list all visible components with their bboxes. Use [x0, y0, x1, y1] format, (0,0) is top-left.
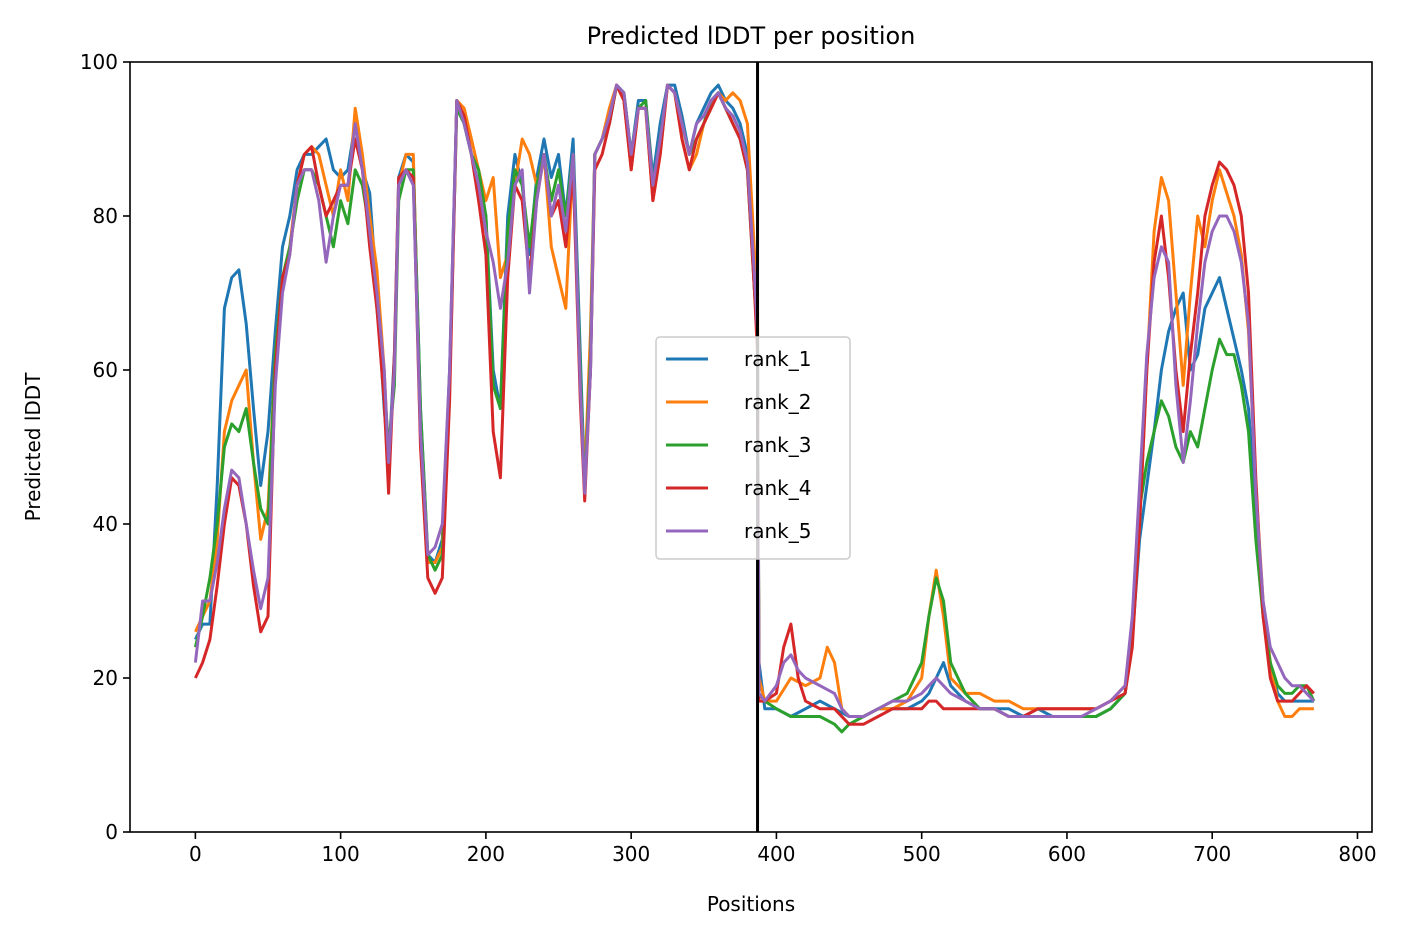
- y-tick-label: 0: [105, 820, 118, 844]
- legend-label-rank_3: rank_3: [744, 433, 811, 457]
- x-tick-label: 700: [1193, 842, 1231, 866]
- x-tick-label: 400: [757, 842, 795, 866]
- legend-label-rank_5: rank_5: [744, 519, 811, 543]
- y-tick-label: 80: [93, 204, 118, 228]
- series-line-rank_5: [193, 83, 1315, 718]
- x-tick-label: 500: [903, 842, 941, 866]
- legend-label-rank_1: rank_1: [744, 347, 811, 371]
- x-tick-label: 600: [1048, 842, 1086, 866]
- chart-title: Predicted lDDT per position: [587, 22, 916, 50]
- legend: rank_1 rank_2 rank_3 rank_4 rank_5: [655, 336, 851, 560]
- legend-box: [655, 336, 851, 560]
- x-tick-label: 0: [189, 842, 202, 866]
- y-tick-label: 40: [93, 512, 118, 536]
- axes-frame: [129, 61, 1373, 833]
- x-tick-label: 800: [1338, 842, 1376, 866]
- x-tick-label: 100: [322, 842, 360, 866]
- y-tick-label: 60: [93, 358, 118, 382]
- y-tick-label: 100: [80, 50, 118, 74]
- legend-label-rank_2: rank_2: [744, 390, 811, 414]
- x-axis-label: Positions: [707, 892, 795, 916]
- y-axis-label: Predicted lDDT: [21, 372, 45, 522]
- x-tick-label: 300: [612, 842, 650, 866]
- x-tick-label: 200: [467, 842, 505, 866]
- legend-label-rank_4: rank_4: [744, 476, 811, 500]
- series-layer: [193, 62, 1316, 832]
- axes-layer: 0 100 200 300 400 500 600 700 800 0 20 40 60 80 100: [80, 50, 1377, 866]
- y-tick-label: 20: [93, 666, 118, 690]
